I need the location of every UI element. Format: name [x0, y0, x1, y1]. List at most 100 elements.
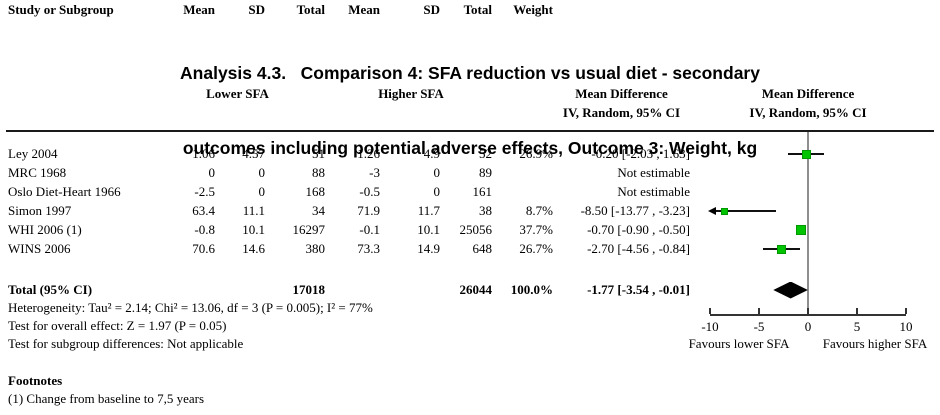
ci-text: Not estimable [617, 184, 690, 199]
higher-total: 89 [479, 165, 492, 180]
higher-total: 648 [472, 241, 493, 256]
lower-sd: 0 [258, 184, 266, 199]
col-ci-plot: IV, Random, 95% CI [749, 105, 867, 120]
col-study-or-subgroup: Study or Subgroup [8, 2, 114, 17]
lower-mean: -0.8 [194, 222, 215, 237]
favours-left-label: Favours lower SFA [688, 336, 790, 351]
ci-text: -8.50 [-13.77 , -3.23] [580, 203, 690, 218]
x-axis-line [710, 314, 906, 316]
lower-total: 380 [305, 241, 326, 256]
col-lower-sd: SD [248, 2, 265, 17]
x-axis-tick [905, 308, 907, 314]
higher-sd: 0 [433, 184, 441, 199]
lower-mean: 70.6 [192, 241, 215, 256]
higher-sd: 4.9 [423, 146, 440, 161]
effect-estimate-marker [801, 149, 811, 159]
figure-title-line2: outcomes including potential adverse eff… [182, 138, 758, 158]
total-row: Total (95% CI) 17018 26044 100.0% -1.77 … [0, 280, 940, 299]
lower-total: 34 [312, 203, 325, 218]
lower-sd: 4.57 [242, 146, 265, 161]
lower-total: 88 [312, 165, 325, 180]
col-lower-mean: Mean [183, 2, 215, 17]
total-lower-n: 17018 [292, 282, 326, 297]
lower-mean: 63.4 [192, 203, 215, 218]
higher-sd: 14.9 [417, 241, 440, 256]
figure-title-line1: Analysis 4.3. Comparison 4: SFA reductio… [180, 63, 760, 83]
table-row: Ley 2004 1.06 4.57 51 1.26 4.9 52 26.9% … [0, 144, 940, 163]
higher-mean: 1.26 [357, 146, 380, 161]
zero-effect-line [807, 132, 809, 315]
table-row: WHI 2006 (1) -0.8 10.1 16297 -0.1 10.1 2… [0, 220, 940, 239]
table-row: Oslo Diet-Heart 1966 -2.5 0 168 -0.5 0 1… [0, 182, 940, 201]
weight-value: 26.7% [519, 241, 553, 256]
x-axis-tick [758, 308, 760, 314]
higher-sd: 11.7 [417, 203, 440, 218]
col-lower-total: Total [296, 2, 325, 17]
col-higher-total: Total [463, 2, 492, 17]
total-higher-n: 26044 [459, 282, 493, 297]
higher-sd: 10.1 [417, 222, 440, 237]
x-axis-tick [807, 308, 809, 314]
table-row: Simon 1997 63.4 11.1 34 71.9 11.7 38 8.7… [0, 201, 940, 220]
table-row: MRC 1968 0 0 88 -3 0 89 Not estimable [0, 163, 940, 182]
lower-total: 168 [305, 184, 326, 199]
higher-total: 52 [479, 146, 492, 161]
higher-mean: 73.3 [357, 241, 380, 256]
footnote-item: (1) Change from baseline to 7,5 years [8, 391, 205, 406]
lower-sd: 14.6 [242, 241, 265, 256]
higher-mean: -0.1 [359, 222, 380, 237]
ci-text: -0.70 [-0.90 , -0.50] [587, 222, 690, 237]
footnotes-heading: Footnotes [8, 373, 63, 388]
higher-sd: 0 [433, 165, 441, 180]
x-axis-tick-label: 5 [853, 319, 861, 334]
study-name: Oslo Diet-Heart 1966 [8, 184, 121, 199]
header-rule [6, 130, 934, 132]
x-axis-tick [709, 308, 711, 314]
higher-total: 161 [472, 184, 493, 199]
x-axis-tick-label: 10 [899, 319, 913, 334]
lower-sd: 10.1 [242, 222, 265, 237]
favours-right-label: Favours higher SFA [822, 336, 928, 351]
higher-total: 25056 [459, 222, 493, 237]
total-ci-text: -1.77 [-3.54 , -0.01] [587, 282, 690, 297]
lower-sd: 0 [258, 165, 266, 180]
ci-text: -0.20 [-2.03 , 1.63] [591, 146, 690, 161]
table-row: WINS 2006 70.6 14.6 380 73.3 14.9 648 26… [0, 239, 940, 258]
study-name: Ley 2004 [8, 146, 58, 161]
col-mean-difference-stat: Mean Difference [575, 86, 668, 101]
study-name: MRC 1968 [8, 165, 67, 180]
pooled-effect-diamond [773, 281, 808, 299]
x-axis-tick-label: 0 [804, 319, 812, 334]
lower-mean: 1.06 [192, 146, 215, 161]
x-axis-tick-label: -5 [753, 319, 765, 334]
study-name: Simon 1997 [8, 203, 72, 218]
higher-total: 38 [479, 203, 492, 218]
col-higher-sd: SD [423, 2, 440, 17]
figure-title: Analysis 4.3. Comparison 4: SFA reductio… [0, 11, 940, 211]
effect-estimate-marker [721, 207, 729, 215]
study-name: WINS 2006 [8, 241, 71, 256]
ci-text: Not estimable [617, 165, 690, 180]
weight-value: 26.9% [519, 146, 553, 161]
effect-estimate-marker [777, 244, 787, 254]
lower-mean: -2.5 [194, 184, 215, 199]
study-name: WHI 2006 (1) [8, 222, 82, 237]
total-label: Total (95% CI) [8, 282, 93, 297]
higher-mean: -0.5 [359, 184, 380, 199]
weight-value: 8.7% [525, 203, 553, 218]
col-group-lower-sfa: Lower SFA [206, 86, 269, 101]
col-group-higher-sfa: Higher SFA [378, 86, 444, 101]
total-weight: 100.0% [510, 282, 553, 297]
subgroup-differences-stat: Test for subgroup differences: Not appli… [8, 336, 244, 351]
col-mean-difference-plot: Mean Difference [761, 86, 855, 101]
col-higher-mean: Mean [348, 2, 380, 17]
x-axis-tick-label: -10 [701, 319, 719, 334]
heterogeneity-stat: Heterogeneity: Tau² = 2.14; Chi² = 13.06… [8, 300, 373, 315]
weight-value: 37.7% [519, 222, 553, 237]
ci-text: -2.70 [-4.56 , -0.84] [587, 241, 690, 256]
lower-mean: 0 [208, 165, 216, 180]
confidence-interval-line [710, 210, 777, 212]
lower-total: 51 [312, 146, 325, 161]
